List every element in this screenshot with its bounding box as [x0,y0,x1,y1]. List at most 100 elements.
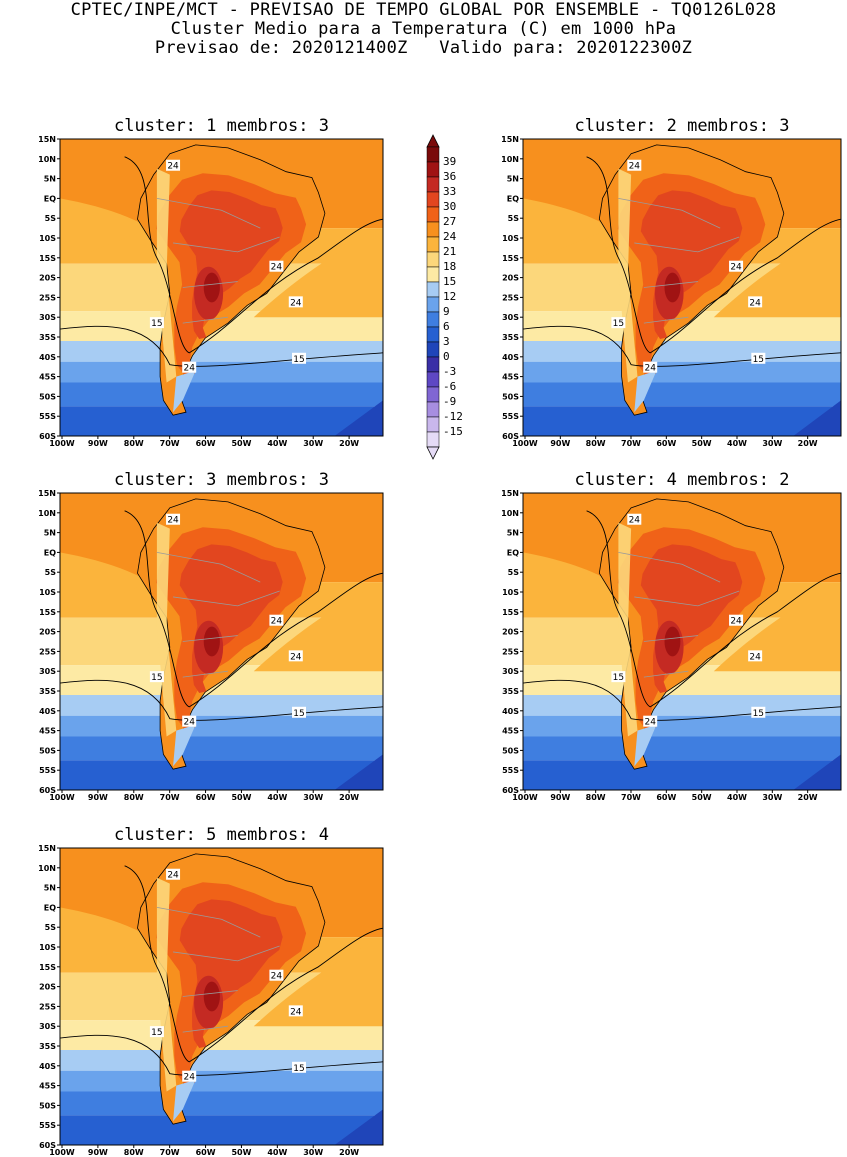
map-panel-5: 24 24 24 15 24 15 15N 10N 5N EQ 5S 10S 15S 20S 25S 30S 3… [38,825,384,1157]
contour-label: 15 [613,319,624,329]
map-panel-4: 24 24 24 15 24 15 15N 10N 5N EQ 5S 10S 15S 20S 25S 30S 3… [501,470,842,802]
lat-tick-label: 55S [39,766,56,775]
colorbar-swatch [426,356,440,373]
lat-tick-label: 5S [508,568,520,577]
lat-tick-label: 15N [501,489,519,498]
lat-tick-label: 60S [502,786,519,795]
contour-label: 24 [167,162,179,172]
contour-label-bg [288,650,303,662]
contour-label-bg [748,650,763,662]
lon-tick-label: 40W [727,439,747,448]
contour-label: 15 [151,673,162,683]
lat-tick-label: 35S [39,1042,56,1051]
lat-tick-label: 50S [502,746,519,755]
lon-tick-label: 50W [231,793,251,802]
contour-label-bg [751,706,766,718]
lon-tick-label: 50W [692,793,712,802]
contour-label: 24 [271,972,283,982]
colorbar-swatch [426,386,440,403]
contour-label-bg [166,513,181,525]
lon-tick-label: 90W [550,793,570,802]
contour-label: 24 [644,718,656,728]
lon-tick-label: 30W [762,439,782,448]
colorbar-label: 33 [443,185,456,198]
colorbar-label: 24 [443,230,457,243]
lon-tick-label: 20W [339,1148,359,1157]
contour-label: 24 [730,263,742,273]
contour-label: 24 [290,1007,302,1017]
colorbar-label: 39 [443,155,456,168]
lat-tick-label: 30S [39,313,56,322]
contour-label-bg [269,260,284,272]
lat-tick-label: 35S [39,687,56,696]
lat-tick-label: 5S [45,568,57,577]
lon-tick-label: 90W [88,1148,108,1157]
colorbar-swatch [426,311,440,328]
contour-label: 24 [183,364,195,374]
contour-label: 15 [293,709,304,719]
lon-tick-label: 50W [231,1148,251,1157]
contour-label: 15 [151,319,162,329]
colorbar-swatch [426,161,440,178]
contour-label-bg [611,317,626,329]
lon-tick-label: 60W [196,439,216,448]
header-line-3: Previsao de: 2020121400Z Valido para: 20… [154,38,693,58]
contour-label-bg [149,1026,164,1038]
contour-label-bg [292,1061,307,1073]
lat-tick-label: 10S [39,588,56,597]
colorbar-swatch [426,401,440,418]
lat-tick-label: 5S [508,214,520,223]
lat-tick-label: 35S [502,333,519,342]
contour-label: 24 [629,516,641,526]
lat-tick-label: 15S [39,608,56,617]
panel-title: cluster: 3 membros: 3 [114,470,329,490]
lat-tick-label: 20S [502,274,519,283]
lon-tick-label: 20W [339,793,359,802]
lat-tick-label: 60S [502,432,519,441]
lat-tick-label: 35S [39,333,56,342]
lat-tick-label: 50S [39,392,56,401]
contour-label-bg [149,671,164,683]
contour-label-bg [288,1005,303,1017]
lat-tick-label: 10S [39,234,56,243]
lat-tick-label: 60S [39,786,56,795]
contour-label-bg [611,671,626,683]
lat-tick-label: 5N [44,884,56,893]
contour-label: 15 [151,1028,162,1038]
contour-label: 24 [167,516,179,526]
lat-tick-label: 55S [502,766,519,775]
colorbar-label: 15 [443,275,456,288]
lat-tick-label: 15S [502,608,519,617]
lat-tick-label: EQ [507,194,519,203]
colorbar-swatch [426,176,440,193]
contour-label: 24 [290,652,302,662]
lat-tick-label: 5S [45,214,57,223]
contour-label-bg [182,361,197,373]
contour-label-bg [166,868,181,880]
lon-tick-label: 70W [621,439,641,448]
lon-tick-label: 40W [267,793,287,802]
panel-title: cluster: 5 membros: 4 [114,825,329,845]
lat-tick-label: 25S [39,293,56,302]
lat-tick-label: EQ [44,548,56,557]
lat-tick-label: 15S [39,254,56,263]
lat-tick-label: 40S [502,353,519,362]
colorbar-label: 27 [443,215,456,228]
lat-tick-label: 10S [502,234,519,243]
contour-label: 24 [749,652,761,662]
lon-tick-label: 70W [621,793,641,802]
lon-tick-label: 100W [512,793,538,802]
contour-label-bg [627,513,642,525]
contour-label: 24 [749,298,761,308]
contour-label-bg [166,159,181,171]
colorbar-swatch [426,221,440,238]
lat-tick-label: 35S [502,687,519,696]
lat-tick-label: 45S [39,727,56,736]
lat-tick-label: 55S [39,412,56,421]
contour-label: 15 [753,355,764,365]
contour-label: 24 [290,298,302,308]
lon-tick-label: 90W [88,439,108,448]
lat-tick-label: 40S [39,1062,56,1071]
contour-label-bg [182,1070,197,1082]
